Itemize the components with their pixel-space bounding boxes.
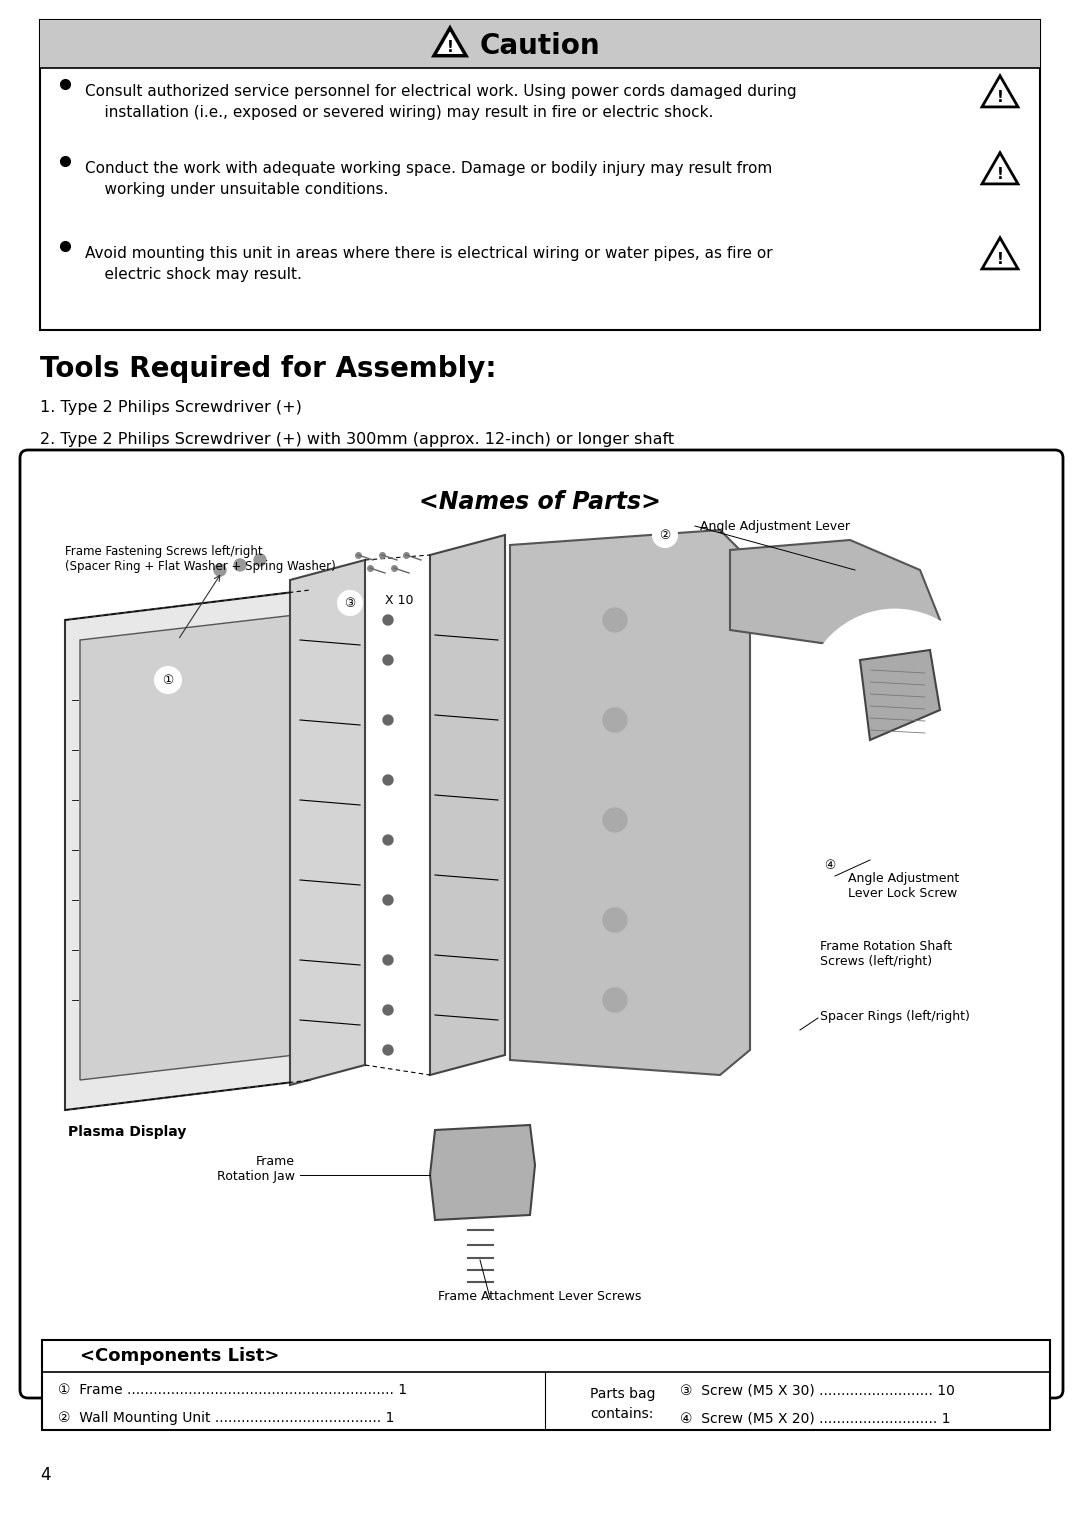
Text: ①: ① [162, 673, 174, 687]
Polygon shape [430, 536, 505, 1074]
Text: ④  Screw (M5 X 20) ........................... 1: ④ Screw (M5 X 20) ......................… [680, 1412, 950, 1425]
Polygon shape [982, 76, 1018, 107]
Circle shape [383, 955, 393, 964]
Text: !: ! [997, 252, 1003, 267]
Circle shape [383, 835, 393, 845]
Polygon shape [291, 560, 365, 1085]
Circle shape [603, 607, 627, 632]
Circle shape [383, 1006, 393, 1015]
Polygon shape [430, 1125, 535, 1219]
Text: ④: ④ [824, 859, 836, 871]
Text: X 10: X 10 [384, 594, 414, 606]
Circle shape [395, 1085, 565, 1254]
Circle shape [603, 807, 627, 832]
Circle shape [383, 896, 393, 905]
Circle shape [603, 708, 627, 732]
Text: Frame Fastening Screws left/right
(Spacer Ring + Flat Washer + Spring Washer): Frame Fastening Screws left/right (Space… [65, 545, 336, 572]
Text: Spacer Rings (left/right): Spacer Rings (left/right) [820, 1010, 970, 1022]
Text: Parts bag
contains:: Parts bag contains: [590, 1387, 656, 1421]
Circle shape [383, 1045, 393, 1054]
Polygon shape [860, 650, 940, 740]
Circle shape [603, 908, 627, 932]
Circle shape [338, 591, 362, 615]
Text: Consult authorized service personnel for electrical work. Using power cords dama: Consult authorized service personnel for… [85, 84, 797, 121]
Polygon shape [730, 540, 940, 650]
Text: Frame Rotation Shaft
Screws (left/right): Frame Rotation Shaft Screws (left/right) [820, 940, 953, 967]
FancyBboxPatch shape [40, 20, 1040, 69]
Text: ②  Wall Mounting Unit ...................................... 1: ② Wall Mounting Unit ...................… [58, 1412, 394, 1425]
Circle shape [653, 523, 677, 546]
Text: <Components List>: <Components List> [80, 1347, 280, 1364]
Circle shape [383, 716, 393, 725]
Text: ③: ③ [345, 597, 355, 609]
Text: Frame
Rotation Jaw: Frame Rotation Jaw [217, 1155, 295, 1183]
Text: !: ! [446, 40, 454, 55]
Text: !: ! [997, 90, 1003, 105]
Circle shape [156, 667, 181, 693]
Text: <Names of Parts>: <Names of Parts> [419, 490, 661, 514]
Polygon shape [80, 615, 295, 1080]
FancyBboxPatch shape [21, 450, 1063, 1398]
Text: ③  Screw (M5 X 30) .......................... 10: ③ Screw (M5 X 30) ......................… [680, 1383, 955, 1396]
Text: 2. Type 2 Philips Screwdriver (+) with 300mm (approx. 12-inch) or longer shaft: 2. Type 2 Philips Screwdriver (+) with 3… [40, 432, 674, 447]
Circle shape [818, 853, 842, 877]
Text: ②: ② [660, 528, 671, 542]
Circle shape [383, 775, 393, 784]
Text: Angle Adjustment
Lever Lock Screw: Angle Adjustment Lever Lock Screw [848, 871, 959, 900]
Polygon shape [65, 591, 310, 1109]
Circle shape [805, 610, 985, 790]
Text: Tools Required for Assembly:: Tools Required for Assembly: [40, 356, 497, 383]
Text: Conduct the work with adequate working space. Damage or bodily injury may result: Conduct the work with adequate working s… [85, 162, 772, 197]
Text: Frame Attachment Lever Screws: Frame Attachment Lever Screws [438, 1289, 642, 1303]
Polygon shape [510, 530, 750, 1074]
Text: !: ! [997, 166, 1003, 182]
Circle shape [214, 565, 226, 575]
Text: ①  Frame ............................................................. 1: ① Frame ................................… [58, 1383, 407, 1396]
Circle shape [383, 655, 393, 665]
Polygon shape [982, 153, 1018, 185]
Text: Avoid mounting this unit in areas where there is electrical wiring or water pipe: Avoid mounting this unit in areas where … [85, 246, 772, 282]
Text: 1. Type 2 Philips Screwdriver (+): 1. Type 2 Philips Screwdriver (+) [40, 400, 302, 415]
Text: Caution: Caution [480, 32, 600, 60]
FancyBboxPatch shape [40, 20, 1040, 330]
Circle shape [234, 559, 246, 571]
Text: Plasma Display: Plasma Display [68, 1125, 187, 1138]
Circle shape [383, 615, 393, 626]
Polygon shape [982, 238, 1018, 269]
Text: 4: 4 [40, 1466, 51, 1483]
Circle shape [603, 987, 627, 1012]
Circle shape [254, 554, 266, 566]
Text: Angle Adjustment Lever: Angle Adjustment Lever [700, 519, 850, 533]
FancyBboxPatch shape [42, 1340, 1050, 1430]
Polygon shape [434, 27, 465, 56]
